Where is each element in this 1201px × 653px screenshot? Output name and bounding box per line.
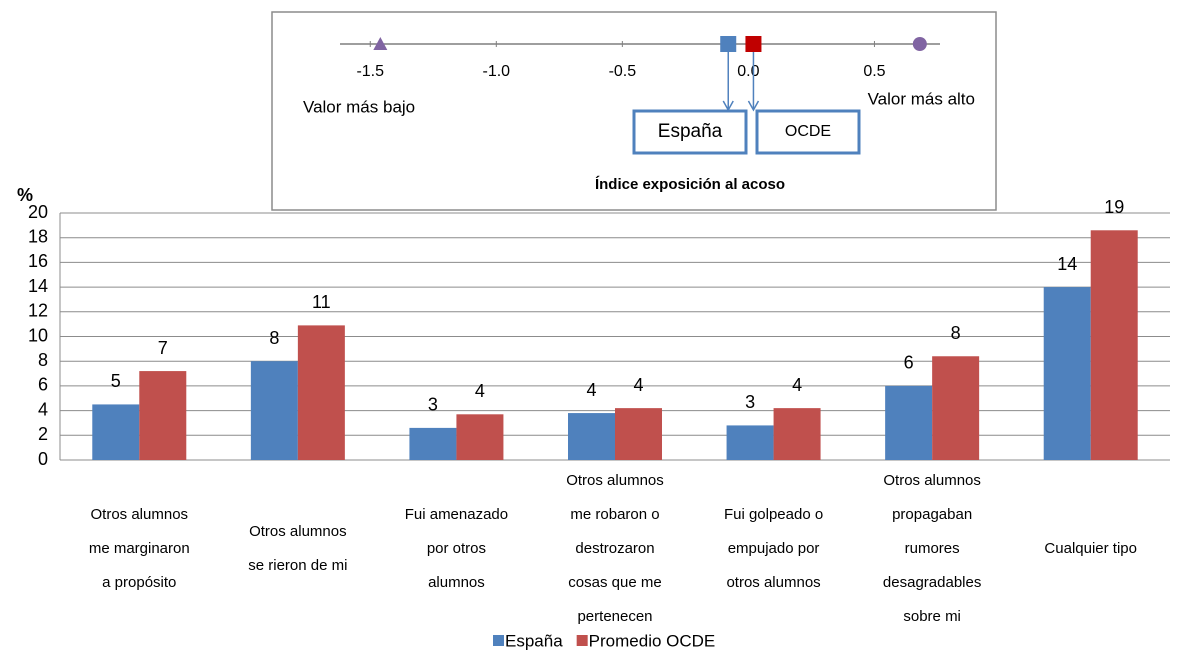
value-label: 8 [269, 328, 279, 348]
x-tick-label: Otros alumnos se rieron de mi [248, 523, 347, 574]
value-label: 4 [475, 381, 485, 401]
y-axis-label: % [17, 185, 33, 205]
value-label: 11 [312, 292, 331, 312]
bar [250, 361, 298, 460]
y-tick-label: 0 [38, 449, 48, 469]
bar [456, 414, 504, 460]
y-tick-label: 20 [28, 202, 48, 222]
bar [1090, 230, 1138, 460]
value-label: 8 [951, 323, 961, 343]
marker-square [720, 36, 737, 52]
point-label: Valor más bajo [303, 97, 415, 116]
value-label: 4 [586, 380, 596, 400]
legend-label: Promedio OCDE [589, 631, 716, 650]
value-label: 7 [158, 338, 168, 358]
scale-tick-label: -0.5 [609, 63, 637, 80]
bar [773, 408, 821, 460]
box-label: OCDE [785, 123, 831, 140]
value-label: 5 [111, 371, 121, 391]
arrow-head [747, 100, 760, 112]
value-label: 4 [633, 375, 643, 395]
value-label: 6 [904, 353, 914, 373]
marker-square [745, 36, 762, 52]
marker-circle [912, 37, 927, 51]
y-tick-label: 12 [28, 301, 48, 321]
y-tick-label: 4 [38, 399, 48, 419]
x-tick-label: Fui golpeado o empujado por otros alumnos [724, 506, 823, 591]
y-tick-label: 8 [38, 350, 48, 370]
y-tick-label: 16 [28, 251, 48, 271]
y-tick-label: 14 [28, 276, 48, 296]
bar [932, 356, 980, 460]
label-box [755, 109, 861, 155]
y-tick-label: 2 [38, 424, 48, 444]
bar [297, 325, 345, 460]
scale-tick-label: -1.5 [356, 63, 384, 80]
point-label: Valor más alto [868, 89, 975, 108]
x-tick-label: Fui amenazado por otros alumnos [405, 506, 508, 591]
y-tick-label: 10 [28, 325, 48, 345]
value-label: 3 [428, 395, 438, 415]
legend-swatch [493, 635, 504, 646]
x-tick-label: Otros alumnos me robaron o destrozaron cosa… [566, 472, 664, 625]
box-label: España [658, 121, 723, 142]
scale-tick-label: -1.0 [483, 63, 511, 80]
value-label: 3 [745, 392, 755, 412]
scale-tick-label: 0.5 [863, 63, 885, 80]
y-tick-label: 6 [38, 375, 48, 395]
x-tick-label: Otros alumnos propagaban rumores desagradab… [883, 472, 981, 625]
bar [92, 404, 140, 460]
x-tick-label: Otros alumnos me marginaron a propósito [89, 506, 190, 591]
x-tick-label: Cualquier tipo [1044, 540, 1137, 557]
bar [726, 425, 774, 460]
inset-title: Índice exposición al acoso [595, 176, 785, 193]
bar [1043, 287, 1091, 460]
value-label: 4 [792, 375, 802, 395]
arrow-head [722, 100, 734, 112]
legend-label: España [505, 631, 563, 650]
marker-triangle [373, 37, 388, 50]
y-tick-label: 18 [28, 226, 48, 246]
value-label: 14 [1057, 254, 1077, 274]
bar [885, 385, 933, 460]
value-label: 19 [1104, 197, 1124, 217]
bar [615, 408, 662, 460]
scale-tick-label: 0.0 [737, 63, 759, 80]
label-box [632, 109, 748, 155]
legend-swatch [576, 635, 588, 646]
bar [139, 371, 187, 460]
bar [568, 413, 615, 460]
bar [409, 427, 457, 460]
